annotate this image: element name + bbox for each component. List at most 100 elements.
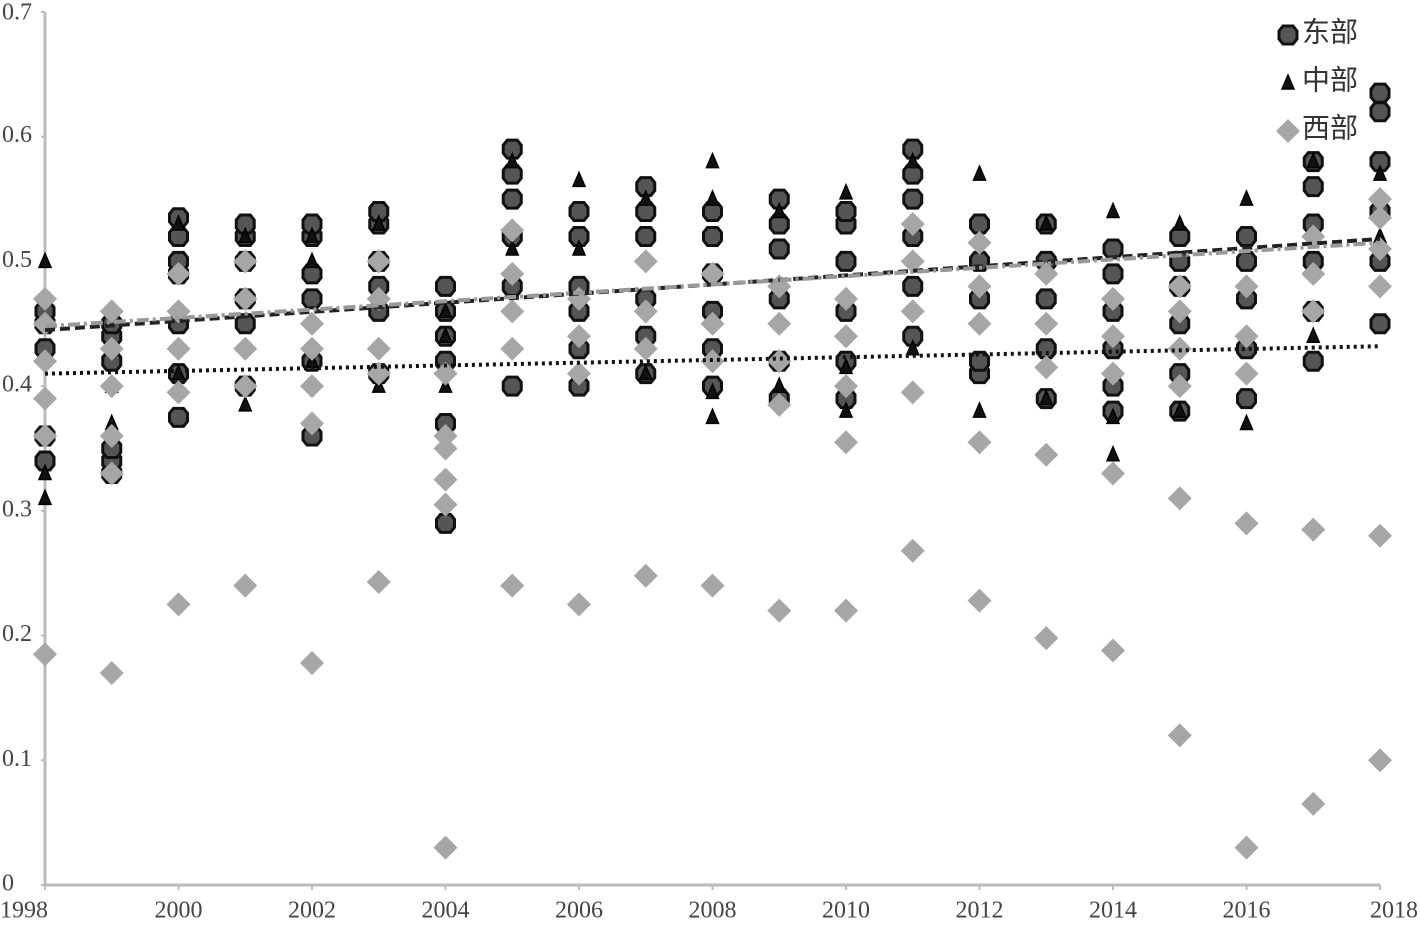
legend-marker [1280, 73, 1296, 90]
point [99, 299, 124, 324]
point [767, 392, 792, 417]
point [834, 598, 858, 623]
point [37, 463, 53, 481]
point [1301, 299, 1326, 324]
point [500, 336, 525, 361]
point [33, 642, 57, 667]
point [567, 592, 591, 617]
y-tick-label: 0.5 [2, 247, 32, 273]
point [700, 261, 725, 286]
trendline [44, 240, 1381, 329]
point [1368, 274, 1392, 299]
point [1105, 407, 1121, 425]
point [967, 430, 992, 455]
point [967, 311, 992, 336]
point [233, 573, 258, 598]
point [1368, 187, 1392, 212]
point [433, 467, 458, 492]
point [900, 212, 925, 237]
point [1167, 486, 1192, 511]
point [1239, 189, 1254, 206]
point [37, 488, 53, 506]
legend-label: 中部 [1302, 64, 1358, 96]
point [505, 239, 520, 256]
point [1105, 201, 1121, 219]
point [435, 275, 456, 297]
point [233, 286, 258, 311]
point [635, 225, 657, 247]
point [1301, 517, 1326, 542]
point [433, 424, 458, 449]
point [571, 239, 587, 256]
point [1101, 324, 1125, 349]
point [905, 338, 920, 356]
point [234, 213, 256, 235]
y-tick-label: 0.4 [2, 372, 32, 398]
point [34, 450, 56, 472]
point [501, 138, 523, 160]
point [1301, 791, 1326, 816]
point [500, 573, 525, 598]
point [234, 313, 256, 335]
point [433, 835, 458, 860]
point [638, 363, 653, 381]
point [168, 406, 189, 428]
point [304, 226, 320, 244]
point [838, 357, 854, 375]
y-tick-label: 0.7 [2, 0, 32, 26]
point [1234, 511, 1259, 536]
point [1167, 299, 1192, 324]
point [969, 213, 990, 235]
x-tick-label: 2008 [689, 898, 737, 924]
point [1236, 250, 1257, 272]
point [233, 249, 258, 274]
point [772, 376, 787, 393]
x-tick-label: 1998 [0, 898, 48, 924]
point [1101, 638, 1125, 663]
point [500, 218, 525, 243]
point [166, 380, 191, 405]
point [1234, 324, 1259, 349]
point [835, 201, 857, 223]
point [171, 214, 186, 231]
x-tick-label: 2000 [155, 898, 203, 924]
point [501, 188, 523, 210]
point [366, 569, 391, 594]
point [1234, 835, 1259, 860]
legend-marker [1276, 119, 1300, 143]
point [902, 275, 924, 297]
point [300, 411, 324, 436]
point [838, 401, 854, 418]
point [967, 588, 992, 613]
legend-marker [1277, 24, 1299, 46]
point [571, 170, 587, 188]
point [500, 299, 525, 324]
point [300, 311, 324, 336]
point [99, 660, 124, 685]
point [1369, 151, 1391, 173]
point [1167, 374, 1192, 399]
point [1034, 355, 1059, 380]
point [500, 261, 525, 286]
point [1105, 444, 1121, 462]
point [635, 176, 657, 198]
point [834, 286, 858, 311]
point [767, 311, 792, 336]
point [1039, 388, 1054, 406]
point [638, 189, 653, 206]
point [1101, 361, 1125, 386]
point [33, 386, 57, 411]
point [900, 249, 925, 274]
point [366, 249, 391, 274]
point [969, 350, 990, 372]
point [834, 324, 858, 349]
point [772, 201, 787, 219]
point [1034, 261, 1059, 286]
point [700, 311, 725, 336]
point [633, 563, 658, 588]
trendline [44, 344, 1381, 376]
y-tick-label: 0.6 [2, 122, 32, 148]
x-tick-label: 2018 [1370, 898, 1418, 924]
point [834, 374, 858, 399]
